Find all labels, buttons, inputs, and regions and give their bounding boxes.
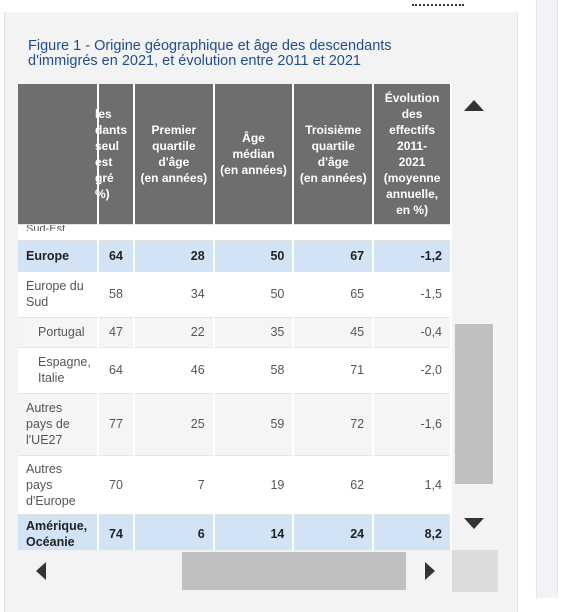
cell: -0,4 bbox=[373, 316, 452, 347]
scroll-left-arrow-icon[interactable] bbox=[36, 562, 46, 580]
figure-title: Figure 1 - Origine géographique et âge d… bbox=[28, 38, 392, 69]
cell: 77 bbox=[97, 392, 136, 455]
table-row: Autres pays de l'UE27 77 25 59 72 -1,6 bbox=[18, 392, 452, 455]
cell: 7 bbox=[134, 454, 215, 514]
cell: 25 bbox=[134, 392, 215, 455]
cell: 64 bbox=[97, 346, 136, 393]
scroll-up-arrow-icon[interactable] bbox=[464, 100, 484, 111]
row-label: Espagne, Italie bbox=[18, 346, 99, 393]
cell: -1,6 bbox=[373, 392, 452, 455]
row-label: Amérique, Océanie bbox=[18, 513, 99, 550]
cell: 65 bbox=[293, 270, 375, 317]
header-evolution-label: Évolution des effectifs 2011- 2021 (moye… bbox=[383, 90, 441, 217]
cell: 1,4 bbox=[373, 454, 452, 514]
header-q1: Premier quartile d'âge (en années) bbox=[134, 84, 215, 224]
cell: 47 bbox=[97, 316, 136, 347]
cell: 8,2 bbox=[373, 513, 452, 550]
table-viewport[interactable]: les dants seul est gré %) Premier quarti… bbox=[18, 84, 452, 550]
cell: 67 bbox=[293, 239, 375, 271]
dotted-divider bbox=[412, 0, 464, 6]
table-row: Europe du Sud 58 34 50 65 -1,5 bbox=[18, 270, 452, 317]
header-share-label: les dants seul est gré %) bbox=[94, 106, 127, 201]
cell: 24 bbox=[293, 513, 375, 550]
cell: -1,5 bbox=[373, 270, 452, 317]
cell: 72 bbox=[293, 392, 375, 455]
cell: 50 bbox=[213, 270, 295, 317]
cell: 45 bbox=[293, 316, 375, 347]
scroll-down-arrow-icon[interactable] bbox=[464, 518, 484, 529]
table-row-cut: Sud-Est bbox=[18, 223, 452, 240]
table-row: Amérique, Océanie 74 6 14 24 8,2 bbox=[18, 513, 452, 550]
horizontal-scroll-thumb[interactable] bbox=[182, 552, 406, 590]
cell: 71 bbox=[293, 346, 375, 393]
table-row: Europe 64 28 50 67 -1,2 bbox=[18, 239, 452, 271]
row-label: Portugal bbox=[18, 316, 99, 347]
header-q3: Troisième quartile d'âge (en années) bbox=[293, 84, 375, 224]
scroll-right-arrow-icon[interactable] bbox=[425, 562, 435, 580]
cell: 34 bbox=[134, 270, 215, 317]
table-row: Espagne, Italie 64 46 58 71 -2,0 bbox=[18, 346, 452, 393]
vertical-scroll-thumb[interactable] bbox=[455, 324, 493, 484]
row-label: Autres pays d'Europe bbox=[18, 454, 99, 514]
cell: 6 bbox=[134, 513, 215, 550]
row-label: Europe bbox=[18, 239, 99, 271]
cell: 74 bbox=[97, 513, 136, 550]
header-q1-label: Premier quartile d'âge (en années) bbox=[140, 122, 208, 185]
cell: 28 bbox=[134, 239, 215, 271]
header-origin bbox=[18, 84, 99, 224]
header-median: Âge médian (en années) bbox=[213, 84, 295, 224]
header-q3-label: Troisième quartile d'âge (en années) bbox=[299, 122, 367, 185]
cell: 50 bbox=[213, 239, 295, 271]
cell: -1,2 bbox=[373, 239, 452, 271]
scrollbar-corner bbox=[452, 550, 498, 592]
cell: -2,0 bbox=[373, 346, 452, 393]
cell: 58 bbox=[213, 346, 295, 393]
table-row: Portugal 47 22 35 45 -0,4 bbox=[18, 316, 452, 347]
cell: 64 bbox=[97, 239, 136, 271]
cell: 59 bbox=[213, 392, 295, 455]
cell: 22 bbox=[134, 316, 215, 347]
header-evolution: Évolution des effectifs 2011- 2021 (moye… bbox=[373, 84, 452, 224]
cell: 62 bbox=[293, 454, 375, 514]
header-row: les dants seul est gré %) Premier quarti… bbox=[18, 84, 452, 224]
cut-row-label: Sud-Est bbox=[26, 224, 66, 231]
header-share: les dants seul est gré %) bbox=[94, 84, 136, 224]
row-label: Autres pays de l'UE27 bbox=[18, 392, 99, 455]
header-median-label: Âge médian (en années) bbox=[220, 130, 287, 177]
data-table: les dants seul est gré %) Premier quarti… bbox=[18, 84, 452, 550]
table-row: Autres pays d'Europe 70 7 19 62 1,4 bbox=[18, 454, 452, 514]
cell: 14 bbox=[213, 513, 295, 550]
row-label: Europe du Sud bbox=[18, 270, 99, 317]
cell: 46 bbox=[134, 346, 215, 393]
cell: 19 bbox=[213, 454, 295, 514]
side-strip bbox=[536, 0, 558, 598]
cell: 70 bbox=[97, 454, 136, 514]
cell: 35 bbox=[213, 316, 295, 347]
cell: 58 bbox=[97, 270, 136, 317]
